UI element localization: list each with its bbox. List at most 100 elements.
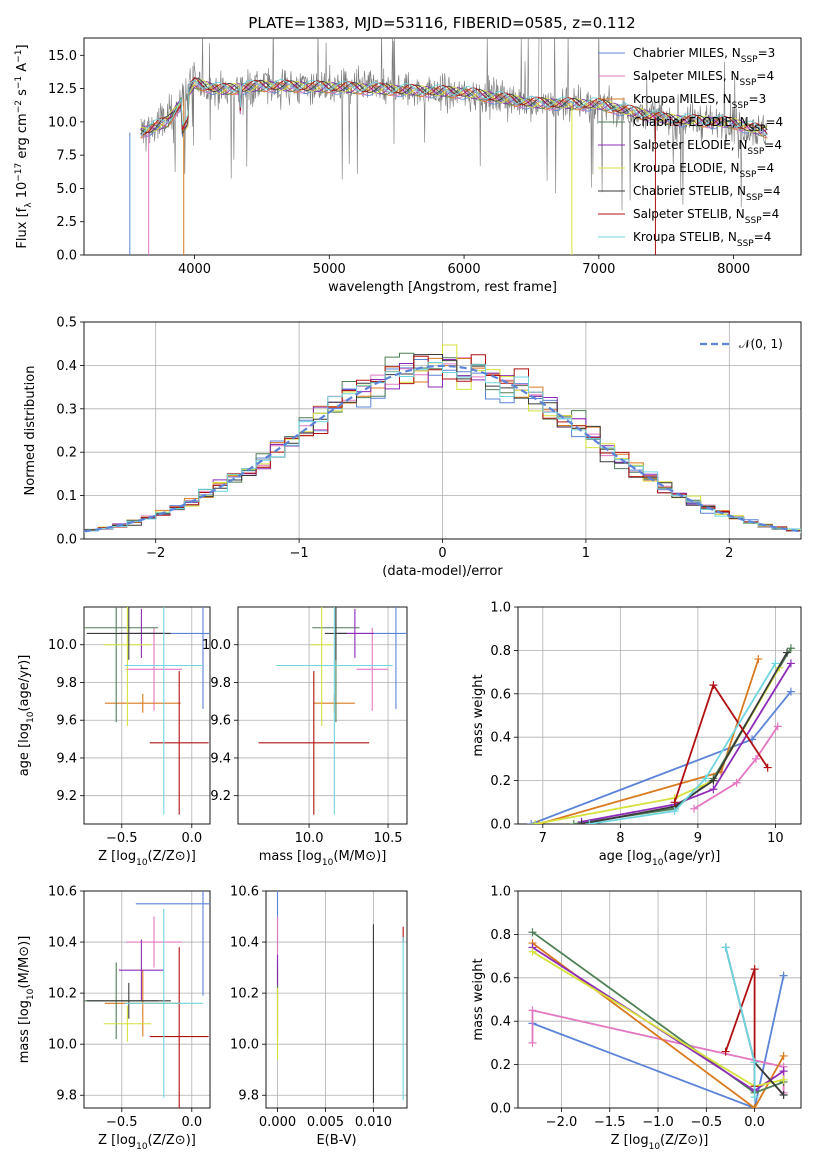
- y-tick-label: 0.4: [56, 359, 77, 374]
- weight-marker: [527, 820, 536, 824]
- y-tick-label: 9.4: [56, 751, 77, 766]
- weight-marker: [779, 1051, 788, 1060]
- weight-marker: [786, 644, 795, 653]
- y-tick-label: 0.5: [56, 316, 77, 331]
- weight-marker: [779, 1067, 788, 1076]
- y-tick-label: 10.6: [48, 885, 77, 900]
- legend: Chabrier MILES, NSSP=3 Salpeter MILES, NS…: [598, 46, 783, 249]
- legend: 𝒩(0, 1): [700, 337, 783, 351]
- y-tick-label: 9.2: [210, 789, 231, 804]
- x-tick-label: 0.000: [259, 1115, 296, 1130]
- y-axis-label: mass weight: [471, 958, 486, 1040]
- y-tick-label: 9.6: [210, 714, 231, 729]
- weight-marker: [763, 763, 772, 772]
- weight-marker: [732, 778, 741, 787]
- y-tick-label: 10.6: [230, 885, 259, 900]
- legend-label: Salpeter ELODIE, NSSP=4: [633, 138, 782, 157]
- y-tick-label: 10.0: [230, 1038, 259, 1053]
- x-tick-label: 8000: [717, 262, 750, 277]
- legend-label: Kroupa ELODIE, NSSP=4: [633, 161, 774, 180]
- y-tick-label: 7.5: [56, 149, 77, 164]
- y-tick-label: 0.0: [490, 818, 511, 833]
- weight-marker: [528, 928, 537, 937]
- y-tick-label: 0.6: [490, 971, 511, 986]
- weight-marker: [569, 820, 578, 824]
- y-tick-label: 10.2: [230, 987, 259, 1002]
- y-axis-label: mass weight: [471, 674, 486, 756]
- model-spectrum: [140, 79, 768, 134]
- y-tick-label: 0.0: [490, 1102, 511, 1117]
- weight-line: [532, 975, 785, 1108]
- axes-frame: [83, 37, 802, 256]
- y-tick-label: 0.8: [490, 644, 511, 659]
- y-tick-label: 5.0: [56, 182, 77, 197]
- weight-marker: [670, 798, 679, 807]
- x-tick-label: 0: [438, 546, 446, 561]
- weight-marker: [754, 655, 763, 664]
- x-tick-label: 5000: [313, 262, 346, 277]
- y-tick-label: 0.2: [56, 446, 77, 461]
- weight-marker: [577, 820, 586, 824]
- weight-marker: [701, 774, 710, 783]
- y-tick-label: 9.6: [56, 714, 77, 729]
- y-tick-label: 9.8: [56, 1089, 77, 1104]
- y-tick-label: 0.4: [490, 1015, 511, 1030]
- y-tick-label: 10.0: [48, 638, 77, 653]
- age-vs-Z-panel: −0.5 0.0 9.2 9.4 9.6 9.8 10.0 Z [log10(Z/Z⊙)] ag…: [17, 606, 211, 868]
- weight-marker: [750, 1058, 759, 1067]
- weight-marker: [709, 776, 718, 785]
- weight-line: [673, 683, 769, 803]
- weight-line: [531, 942, 785, 1108]
- y-tick-label: 1.0: [490, 601, 511, 616]
- x-tick-label: −2: [146, 546, 165, 561]
- legend-label: Salpeter MILES, NSSP=4: [633, 69, 774, 88]
- x-tick-label: 0.0: [744, 1115, 765, 1130]
- observed-spectrum: [140, 38, 768, 211]
- x-tick-label: −1.5: [594, 1115, 626, 1130]
- weight-lines: [528, 928, 788, 1108]
- legend-label: Kroupa STELIB, NSSP=4: [633, 230, 771, 249]
- x-axis-label: wavelength [Angstrom, rest frame]: [328, 280, 557, 295]
- error-bars: [276, 891, 404, 1103]
- y-tick-label: 0.6: [490, 687, 511, 702]
- weight-marker: [752, 754, 761, 763]
- x-tick-label: −1.0: [642, 1115, 674, 1130]
- y-tick-label: 0.2: [490, 774, 511, 789]
- legend-label: Chabrier STELIB, NSSP=4: [633, 184, 781, 203]
- x-tick-label: −1: [290, 546, 309, 561]
- y-tick-label: 0.3: [56, 402, 77, 417]
- y-axis-label: Normed distribution: [23, 366, 38, 496]
- x-tick-label: 0.0: [181, 831, 202, 846]
- spectrum-panel: 4000 5000 6000 7000 8000 0.0 2.5 5.0 7.5 10.0 12.5…: [14, 37, 802, 295]
- y-tick-label: 10.2: [48, 987, 77, 1002]
- weight-marker: [750, 1104, 759, 1108]
- y-tick-label: 0.4: [490, 731, 511, 746]
- x-tick-label: 0.0: [181, 1115, 202, 1130]
- weight-marker: [709, 681, 718, 690]
- x-tick-label: 2: [725, 546, 733, 561]
- weight-marker: [670, 806, 679, 815]
- x-axis-label: Z [log10(Z/Z⊙)]: [98, 849, 196, 868]
- axes-frame: [517, 606, 802, 825]
- y-tick-label: 0.1: [56, 489, 77, 504]
- x-axis-label: (data-model)/error: [382, 564, 503, 579]
- y-tick-label: 10.0: [48, 1038, 77, 1053]
- x-tick-label: 10.0: [295, 831, 324, 846]
- axes-frame: [83, 321, 802, 540]
- model-spectrum: [140, 76, 768, 135]
- weight-marker: [783, 648, 792, 657]
- weight-marker: [690, 804, 699, 813]
- y-tick-label: 0.8: [490, 928, 511, 943]
- weight-marker: [771, 659, 780, 668]
- x-tick-label: 10.5: [374, 831, 403, 846]
- weight-marker: [786, 659, 795, 668]
- weight-marker: [721, 943, 730, 952]
- weight-marker: [709, 785, 718, 794]
- mass-vs-ebv-panel: 0.000 0.005 0.010 9.8 10.0 10.2 10.4 10.6 E(B-V): [230, 885, 408, 1148]
- y-tick-label: 0.0: [56, 249, 77, 264]
- weight-lines: [527, 644, 795, 824]
- x-axis-label: E(B-V): [316, 1133, 356, 1148]
- y-tick-label: 9.8: [238, 1089, 259, 1104]
- weight-marker: [779, 1090, 788, 1099]
